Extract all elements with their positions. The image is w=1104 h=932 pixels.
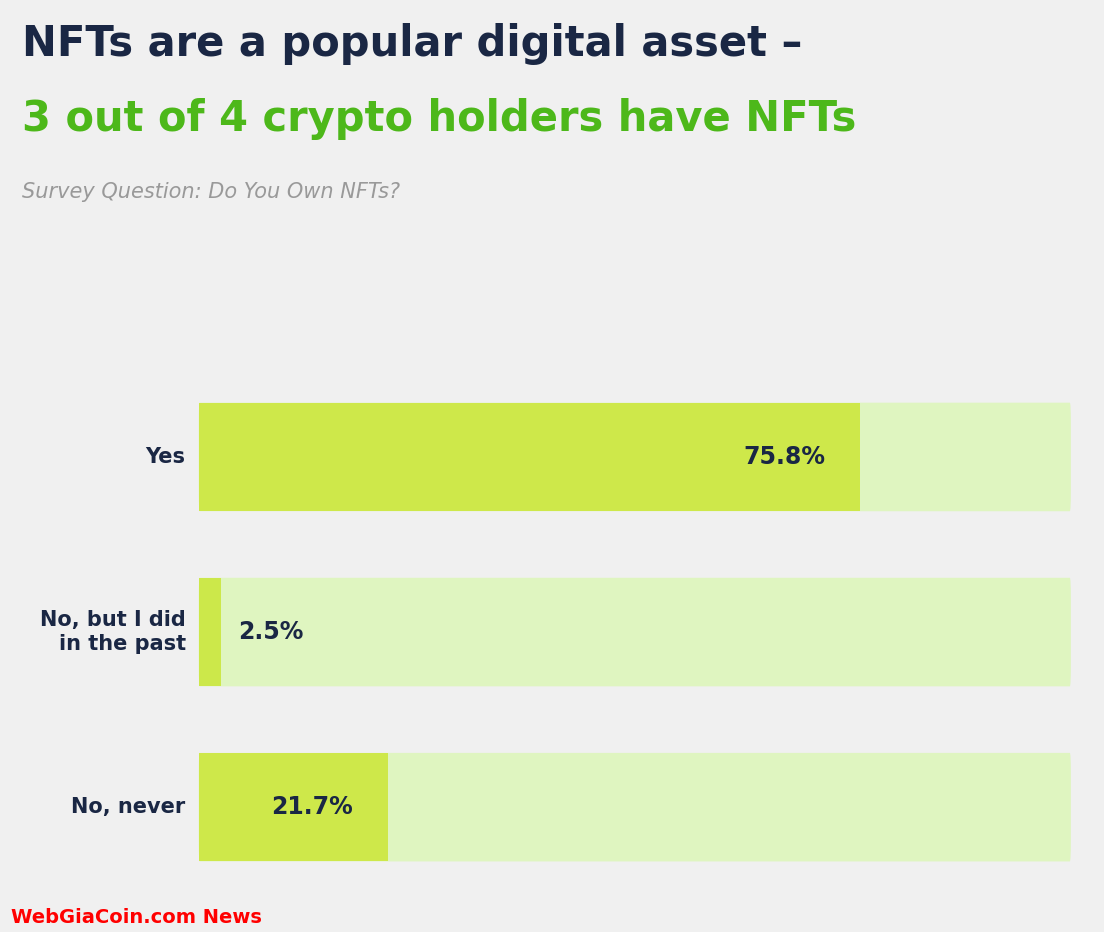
FancyBboxPatch shape [199,403,1071,512]
FancyBboxPatch shape [199,403,860,512]
Text: 2.5%: 2.5% [238,620,304,644]
FancyBboxPatch shape [199,578,221,686]
FancyBboxPatch shape [199,753,388,861]
Text: No, but I did
in the past: No, but I did in the past [40,610,185,653]
Text: 3 out of 4 crypto holders have NFTs: 3 out of 4 crypto holders have NFTs [22,98,857,140]
Text: WebGiaCoin.com News: WebGiaCoin.com News [11,909,262,927]
Text: Yes: Yes [146,447,185,467]
Text: 75.8%: 75.8% [743,445,825,469]
Text: 21.7%: 21.7% [272,795,353,819]
Text: Survey Question: Do You Own NFTs?: Survey Question: Do You Own NFTs? [22,182,401,201]
FancyBboxPatch shape [199,753,1071,861]
Text: No, never: No, never [72,797,185,817]
Text: NFTs are a popular digital asset –: NFTs are a popular digital asset – [22,23,803,65]
FancyBboxPatch shape [199,578,1071,686]
